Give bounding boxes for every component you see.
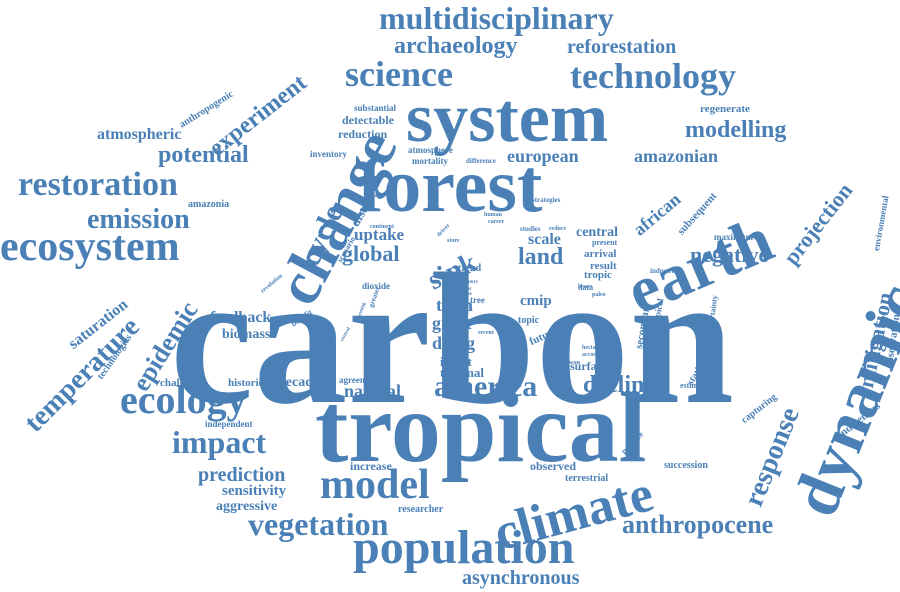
word-arrival: arrival [584, 248, 617, 260]
word-vegetation: vegetation [248, 506, 389, 542]
word-continent: continent [370, 224, 394, 230]
word-forest: forest [358, 144, 543, 228]
word-multidisciplinary: multidisciplinary [379, 0, 614, 36]
word-great: great [432, 313, 472, 333]
word-regenerate: regenerate [700, 103, 750, 115]
word-potential: potential [158, 142, 249, 168]
word-land: land [518, 244, 564, 270]
word-model: model [320, 462, 430, 508]
word-african: african [629, 188, 685, 240]
word-ecology: ecology [120, 377, 247, 422]
word-global: global [342, 241, 400, 266]
word-independent: independent [205, 419, 253, 429]
word-environmental: environmental [871, 194, 891, 252]
word-intact: intact [440, 354, 472, 369]
word-reduction: reduction [338, 127, 388, 141]
word-substantial: substantial [354, 103, 397, 113]
word-experiment: experiment [204, 69, 312, 162]
word-human: human [484, 212, 503, 218]
word-sensitivity: sensitivity [222, 483, 287, 499]
word-data: data [578, 283, 594, 292]
word-succession: succession [664, 460, 708, 471]
word-feedback: feedback [210, 309, 272, 326]
word-carbon: carbon [170, 234, 734, 443]
word-thermal: thermal [440, 365, 485, 380]
word-amazonian: amazonian [634, 146, 719, 166]
word-natural: natural [344, 381, 402, 401]
word-agreement: agreement [339, 375, 380, 385]
word-cmip: cmip [520, 293, 552, 309]
word-reforestation: reforestation [567, 36, 677, 58]
word-america: america [434, 370, 538, 403]
word-amazonia: amazonia [188, 199, 230, 210]
word-plot: plot [463, 287, 472, 292]
word-decade: decade [278, 375, 320, 390]
word-observed: observed [530, 459, 576, 473]
word-century: century [462, 280, 479, 285]
word-science: science [345, 54, 453, 94]
word-technology: technology [570, 56, 736, 96]
word-tree: tree [470, 295, 485, 305]
word-system: system [406, 80, 609, 157]
word-researcher: researcher [398, 504, 444, 515]
word-mortality: mortality [412, 156, 448, 166]
word-term: term [436, 295, 473, 315]
word-projection: projection [778, 178, 858, 270]
word-scale: scale [528, 231, 561, 248]
word-tropical: tropical [315, 372, 647, 483]
word-atmosphere: atmosphere [408, 145, 453, 155]
word-european: european [507, 146, 579, 166]
word-archaeology: archaeology [394, 33, 518, 59]
word-surface: surface [570, 359, 608, 373]
word-emission: emission [87, 204, 190, 235]
word-prediction: prediction [198, 464, 286, 486]
word-modelling: modelling [685, 117, 787, 143]
word-industrial: industrial [650, 267, 680, 275]
word-decline: decline [583, 372, 655, 398]
word-dioxide: dioxide [362, 281, 391, 291]
word-mean: mean [566, 360, 580, 366]
word-aggressive: aggressive [216, 499, 278, 514]
word-population: population [353, 521, 575, 574]
word-maximum: maximum [714, 232, 753, 242]
word-account: account [582, 352, 602, 358]
word-studies: studies [520, 225, 541, 233]
word-strategies: strategies [532, 196, 561, 204]
word-recent: recent [478, 330, 494, 336]
word-result: result [590, 260, 617, 272]
word-detectable: detectable [342, 113, 394, 127]
word-difference: difference [466, 157, 496, 165]
word-asynchronous: asynchronous [462, 567, 580, 589]
word-central: central [576, 225, 618, 240]
word-uptake: uptake [354, 225, 405, 244]
word-losses: losses [578, 284, 593, 290]
word-hadgem: hadgem [366, 322, 387, 328]
word-tropic: tropic [584, 269, 612, 281]
word-increase: increase [350, 459, 392, 473]
word-terrestrial: terrestrial [565, 473, 609, 484]
word-ecosystem: ecosystem [0, 224, 180, 270]
word-biomass: biomass [222, 327, 271, 342]
word-atmospheric: atmospheric [97, 126, 182, 143]
word-reduce: reduce [549, 226, 567, 232]
word-hectare: hectare [582, 345, 601, 351]
word-inventory: inventory [310, 149, 347, 159]
word-anthropocene: anthropocene [622, 510, 774, 539]
word-dying: dying [432, 333, 476, 353]
word-challenge: challenge [160, 377, 204, 389]
word-topic: topic [518, 315, 540, 326]
word-rise: rise [464, 292, 472, 297]
word-impact: impact [172, 424, 267, 460]
word-present: present [592, 238, 618, 247]
word-negative: negative [690, 242, 769, 267]
word-career: career [488, 219, 505, 225]
word-restoration: restoration [18, 166, 178, 203]
word-estimate: estimate [680, 381, 709, 390]
word-paleo: paleo [592, 292, 606, 298]
word-historical: historical [228, 377, 272, 389]
word-store: store [447, 238, 460, 244]
word-trend: trend [458, 263, 482, 274]
